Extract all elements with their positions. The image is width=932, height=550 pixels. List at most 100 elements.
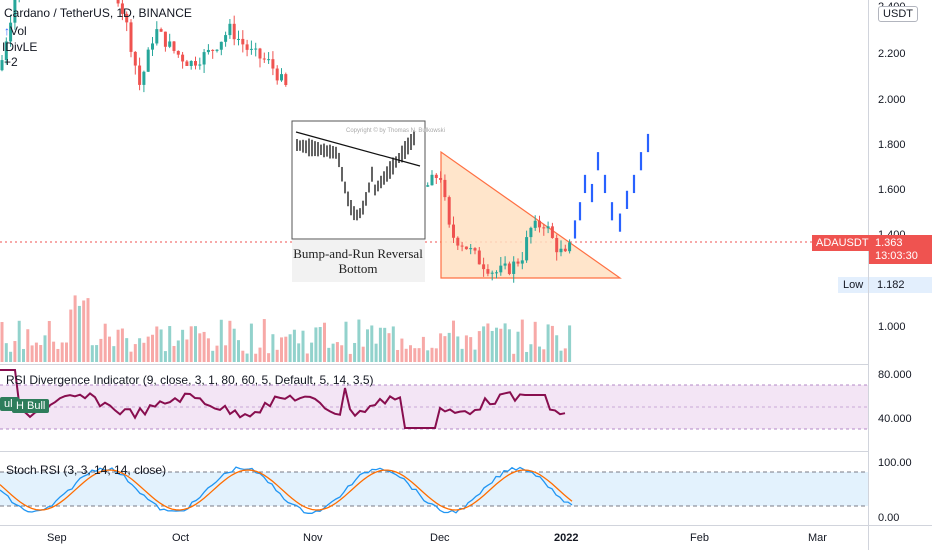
volume-bar [189, 326, 193, 362]
candle-body [486, 269, 490, 274]
stoch-rsi-label[interactable]: Stoch RSI (3, 3, 14, 14, close) [6, 463, 167, 477]
volume-bar [146, 336, 150, 362]
candle-body [503, 263, 507, 266]
candle-body [206, 49, 210, 53]
volume-bar [400, 338, 404, 362]
candle-body [520, 260, 524, 264]
candle-body [275, 68, 279, 81]
candle-body [555, 237, 559, 253]
volume-bar [0, 322, 4, 362]
pattern-watermark: Copyright © by Thomas N. Bulkowski [346, 127, 445, 134]
volume-bar [447, 332, 451, 362]
volume-bar [95, 345, 99, 362]
volume-bar [194, 326, 197, 362]
pattern-price-bars [296, 130, 415, 221]
volume-bar [254, 353, 258, 362]
legend-vol[interactable]: ↑Vol [4, 24, 27, 38]
price-axis[interactable]: 2.400 2.200 2.000 1.800 1.600 1.400 1.00… [878, 1, 906, 333]
volume-bar [460, 348, 464, 362]
pattern-frame [291, 120, 426, 240]
candle-body [254, 48, 258, 50]
volume-bar [490, 330, 494, 362]
volume-bar [361, 346, 365, 362]
time-axis[interactable]: Sep Oct Nov Dec 2022 Feb Mar [47, 532, 827, 544]
volume-bar [112, 346, 116, 362]
pattern-trend-line [295, 131, 421, 167]
candle-body [507, 263, 511, 274]
volume-bar [125, 338, 129, 362]
volume-bar [185, 339, 189, 362]
symbol-title[interactable]: Cardano / TetherUS, 1D, BINANCE [4, 6, 192, 20]
time-tick-year: 2022 [554, 532, 578, 544]
volume-bar [77, 305, 81, 362]
volume-bar [267, 353, 271, 362]
rsi-indicator-label[interactable]: RSI Divergence Indicator (9, close, 3, 1… [6, 373, 374, 387]
volume-bar [404, 348, 408, 362]
volume-bar [409, 345, 412, 362]
candle-body [9, 22, 13, 42]
candle-body [271, 59, 275, 69]
volume-bar [82, 300, 86, 362]
candle-body [443, 179, 447, 198]
time-tick: Mar [808, 532, 827, 544]
volume-bar [348, 353, 352, 362]
volume-bar [529, 344, 533, 362]
volume-bar [181, 329, 185, 362]
volume-bar [275, 349, 279, 362]
volume-bar [452, 320, 455, 362]
volume-bar [241, 350, 245, 362]
descending-triangle-drawing[interactable] [440, 150, 622, 279]
volume-bar [327, 347, 331, 362]
volume-bar [538, 346, 541, 362]
candle-body [198, 64, 202, 66]
projection-bars [573, 133, 650, 239]
currency-button[interactable]: USDT [878, 6, 918, 22]
legend-idivle[interactable]: IDivLE [2, 40, 38, 54]
volume-bar [305, 353, 309, 362]
volume-bar [116, 329, 120, 362]
candle-body [215, 49, 219, 51]
stoch-tick-low: 0.00 [878, 512, 899, 524]
volume-bar [512, 353, 516, 362]
volume-bar [344, 321, 348, 362]
volume-bar [60, 342, 64, 362]
candle-body [181, 54, 185, 62]
volume-bar [383, 327, 387, 362]
volume-bar [323, 322, 326, 362]
time-tick: Feb [690, 532, 709, 544]
volume-bar [168, 326, 172, 362]
candle-body [146, 49, 150, 72]
candle-body [456, 237, 460, 246]
volume-bar [297, 343, 301, 362]
volume-bar [17, 320, 21, 362]
more-indicators-button[interactable]: +2 [4, 55, 18, 69]
volume-bar [284, 336, 288, 362]
volume-bar [374, 343, 378, 362]
candle-body [280, 74, 283, 81]
time-tick: Dec [430, 532, 450, 544]
volume-bar [559, 350, 563, 362]
candle-body [224, 35, 228, 42]
candle-body [151, 43, 154, 50]
volume-bar [69, 309, 73, 362]
volume-bar [219, 319, 223, 362]
volume-bar [439, 333, 443, 362]
price-tick: 1.800 [878, 139, 906, 151]
volume-bar [469, 337, 473, 362]
volume-bar [555, 335, 559, 362]
candle-body [129, 22, 133, 52]
last-price-tag: 1.363 13:03:30 [869, 235, 932, 264]
candle-body [452, 224, 455, 238]
candle-body [490, 272, 494, 274]
low-value: 1.182 [869, 277, 932, 293]
volume-bar [396, 349, 400, 362]
volume-bar [288, 334, 292, 362]
candle-body [499, 265, 503, 273]
volume-bar [542, 349, 546, 362]
volume-bar [202, 331, 206, 362]
candle-body [176, 50, 180, 55]
volume-bar [387, 333, 391, 362]
volume-bar [318, 327, 322, 362]
volume-bar [430, 347, 434, 362]
